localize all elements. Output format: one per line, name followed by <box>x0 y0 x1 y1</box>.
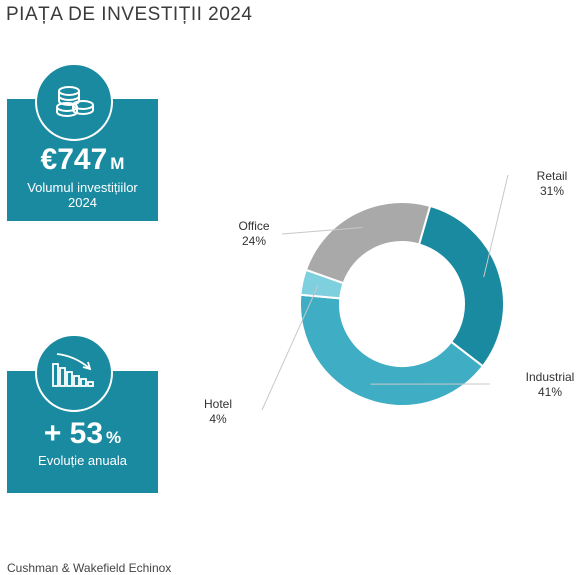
annual-growth-caption: Evoluție anuala <box>38 453 127 468</box>
slice-value-hotel: 4% <box>209 412 227 426</box>
slice-label-industrial: Industrial <box>526 370 575 384</box>
donut-slice-retail <box>417 204 505 368</box>
leader-line-retail <box>483 174 509 278</box>
source-footer: Cushman & Wakefield Echinox <box>7 561 172 575</box>
investment-volume-unit: M <box>110 154 125 173</box>
investment-volume-caption-line1: Volumul investițiilor <box>27 180 138 195</box>
slice-value-retail: 31% <box>540 184 564 198</box>
investment-volume-caption: Volumul investițiilor 2024 <box>7 180 158 210</box>
leader-line-office <box>281 227 363 235</box>
coins-icon <box>35 63 113 141</box>
annual-growth-number: + 53 <box>43 417 104 450</box>
slice-value-office: 24% <box>242 234 266 248</box>
declining-bar-chart-icon <box>35 334 113 412</box>
page-title: PIAȚA DE INVESTIȚII 2024 <box>6 4 253 25</box>
donut-slice-office <box>304 201 432 285</box>
donut-slice-industrial <box>299 293 485 407</box>
slice-value-industrial: 41% <box>538 385 562 399</box>
investment-volume-card: €747 M Volumul investițiilor 2024 <box>7 99 158 221</box>
slice-label-hotel: Hotel <box>204 397 232 411</box>
investment-volume-number: €747 <box>40 143 108 176</box>
slice-label-retail: Retail <box>537 169 568 183</box>
investment-volume-value: €747 M <box>7 143 158 177</box>
slice-label-office: Office <box>238 219 269 233</box>
annual-growth-unit: % <box>106 428 122 447</box>
annual-growth-value: + 53% <box>7 417 158 451</box>
investment-volume-caption-line2: 2024 <box>68 195 97 210</box>
leader-line-hotel <box>261 285 319 411</box>
